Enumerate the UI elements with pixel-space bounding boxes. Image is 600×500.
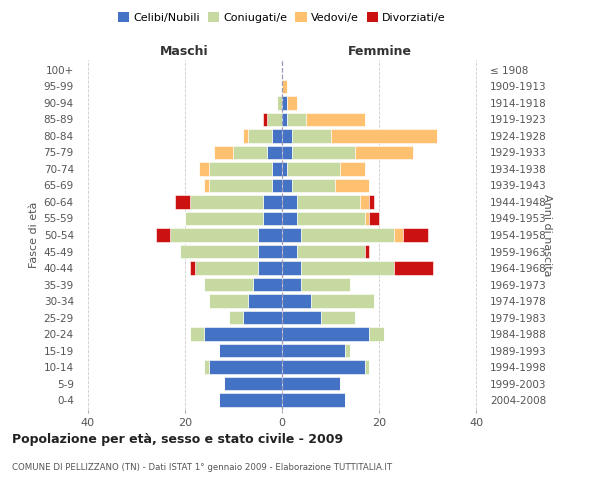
Bar — [243, 130, 248, 142]
Bar — [282, 196, 296, 208]
Bar — [248, 294, 282, 308]
Bar — [209, 162, 272, 175]
Bar — [301, 228, 394, 241]
Bar — [282, 262, 301, 274]
Text: COMUNE DI PELLIZZANO (TN) - Dati ISTAT 1° gennaio 2009 - Elaborazione TUTTITALIA: COMUNE DI PELLIZZANO (TN) - Dati ISTAT 1… — [12, 462, 392, 471]
Bar — [209, 294, 248, 308]
Bar — [263, 113, 268, 126]
Legend: Celibi/Nubili, Coniugati/e, Vedovi/e, Divorziati/e: Celibi/Nubili, Coniugati/e, Vedovi/e, Di… — [114, 8, 450, 28]
Bar — [282, 228, 301, 241]
Bar — [331, 130, 437, 142]
Bar — [287, 162, 340, 175]
Bar — [199, 162, 209, 175]
Bar — [296, 196, 360, 208]
Bar — [282, 146, 292, 159]
Bar — [301, 262, 394, 274]
Bar — [287, 113, 306, 126]
Bar — [253, 278, 282, 291]
Bar — [296, 245, 365, 258]
Bar — [209, 179, 272, 192]
Bar — [335, 179, 370, 192]
Bar — [229, 311, 243, 324]
Bar — [204, 360, 209, 374]
Bar — [282, 377, 340, 390]
Bar — [287, 96, 296, 110]
Bar — [394, 228, 403, 241]
Bar — [190, 196, 263, 208]
Bar — [311, 294, 374, 308]
Bar — [301, 278, 350, 291]
Bar — [282, 80, 287, 93]
Bar — [243, 311, 282, 324]
Bar — [224, 377, 282, 390]
Bar — [282, 394, 345, 406]
Bar — [394, 262, 433, 274]
Bar — [282, 245, 296, 258]
Bar — [292, 179, 335, 192]
Bar — [219, 394, 282, 406]
Bar — [296, 212, 365, 225]
Bar — [282, 96, 287, 110]
Bar — [282, 328, 370, 340]
Bar — [156, 228, 170, 241]
Bar — [365, 245, 370, 258]
Bar — [204, 328, 282, 340]
Bar — [282, 360, 365, 374]
Bar — [292, 130, 331, 142]
Bar — [219, 344, 282, 357]
Bar — [170, 228, 258, 241]
Bar — [190, 262, 194, 274]
Bar — [282, 130, 292, 142]
Bar — [185, 212, 263, 225]
Bar — [180, 245, 258, 258]
Bar — [365, 212, 370, 225]
Bar — [272, 179, 282, 192]
Bar — [282, 212, 296, 225]
Bar — [268, 113, 282, 126]
Bar — [345, 344, 350, 357]
Bar — [355, 146, 413, 159]
Bar — [370, 196, 374, 208]
Bar — [282, 311, 321, 324]
Bar — [282, 162, 287, 175]
Bar — [282, 278, 301, 291]
Bar — [258, 245, 282, 258]
Text: Popolazione per età, sesso e stato civile - 2009: Popolazione per età, sesso e stato civil… — [12, 432, 343, 446]
Bar — [263, 212, 282, 225]
Y-axis label: Anni di nascita: Anni di nascita — [542, 194, 553, 276]
Bar — [282, 344, 345, 357]
Text: Femmine: Femmine — [348, 44, 412, 58]
Y-axis label: Fasce di età: Fasce di età — [29, 202, 40, 268]
Bar — [306, 113, 365, 126]
Bar — [282, 179, 292, 192]
Bar — [370, 328, 384, 340]
Bar — [209, 360, 282, 374]
Bar — [272, 130, 282, 142]
Bar — [263, 196, 282, 208]
Bar — [365, 360, 370, 374]
Bar — [204, 179, 209, 192]
Bar — [268, 146, 282, 159]
Bar — [277, 96, 282, 110]
Bar — [282, 113, 287, 126]
Bar — [340, 162, 365, 175]
Bar — [292, 146, 355, 159]
Bar — [194, 262, 258, 274]
Bar — [204, 278, 253, 291]
Bar — [258, 262, 282, 274]
Bar — [272, 162, 282, 175]
Bar — [233, 146, 268, 159]
Bar — [321, 311, 355, 324]
Bar — [370, 212, 379, 225]
Bar — [175, 196, 190, 208]
Bar — [190, 328, 204, 340]
Bar — [403, 228, 428, 241]
Bar — [282, 294, 311, 308]
Bar — [258, 228, 282, 241]
Bar — [360, 196, 370, 208]
Text: Maschi: Maschi — [160, 44, 208, 58]
Bar — [214, 146, 233, 159]
Bar — [248, 130, 272, 142]
